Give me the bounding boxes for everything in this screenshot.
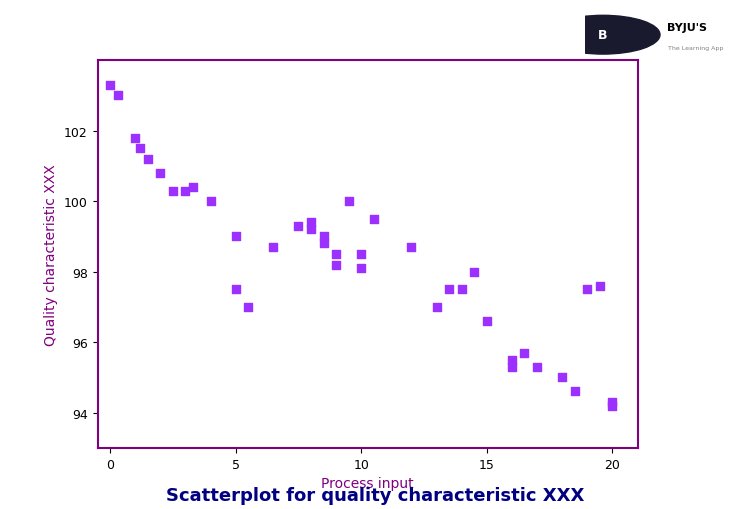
Circle shape	[546, 16, 660, 55]
Point	[317, 233, 329, 241]
Point	[179, 187, 191, 195]
Point	[154, 169, 166, 178]
Point	[607, 402, 619, 410]
Point	[305, 219, 317, 227]
Point	[166, 187, 178, 195]
Point	[443, 286, 455, 294]
Point	[368, 215, 380, 223]
Point	[406, 243, 418, 251]
X-axis label: Process input: Process input	[321, 476, 414, 490]
Point	[506, 356, 518, 364]
Point	[230, 286, 242, 294]
Text: B: B	[598, 29, 608, 42]
Point	[230, 233, 242, 241]
Text: The Learning App: The Learning App	[668, 46, 723, 51]
Point	[468, 268, 480, 276]
Point	[292, 222, 304, 231]
Point	[531, 363, 543, 371]
Point	[356, 265, 368, 273]
Point	[305, 226, 317, 234]
Point	[456, 286, 468, 294]
Point	[187, 184, 199, 192]
Point	[330, 250, 342, 259]
Point	[317, 240, 329, 248]
Point	[205, 197, 217, 206]
Point	[104, 81, 116, 90]
Point	[607, 398, 619, 406]
Point	[594, 282, 606, 290]
Point	[134, 145, 146, 153]
Point	[568, 387, 580, 395]
Point	[481, 317, 493, 325]
Point	[330, 261, 342, 269]
Point	[506, 363, 518, 371]
Point	[518, 349, 530, 357]
Point	[142, 155, 154, 163]
Point	[267, 243, 279, 251]
Y-axis label: Quality characteristic XXX: Quality characteristic XXX	[44, 164, 58, 345]
Text: BYJU'S: BYJU'S	[668, 23, 707, 33]
Point	[581, 286, 593, 294]
Point	[242, 303, 254, 312]
Text: Scatterplot for quality characteristic XXX: Scatterplot for quality characteristic X…	[166, 486, 584, 504]
Point	[129, 134, 141, 143]
Point	[112, 92, 124, 100]
Point	[356, 250, 368, 259]
Point	[556, 374, 568, 382]
Point	[343, 197, 355, 206]
Point	[430, 303, 442, 312]
